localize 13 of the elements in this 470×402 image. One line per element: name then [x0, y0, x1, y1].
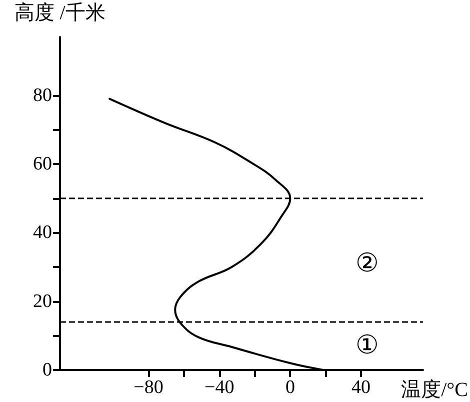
x-tick-label: 40 — [352, 377, 371, 398]
y-tick-label: 0 — [42, 360, 52, 380]
x-tick-label: 0 — [285, 377, 295, 398]
x-tick-label: −80 — [134, 377, 164, 398]
y-tick-label: 80 — [33, 84, 52, 106]
y-tick-label: 20 — [33, 290, 52, 312]
annotation: ① — [356, 330, 378, 360]
y-tick-label: 60 — [33, 154, 52, 175]
x-tick-label: −40 — [204, 377, 234, 398]
y-axis-title: 高度 /千米 — [14, 1, 106, 24]
x-axis-title: 温度/°C — [401, 379, 468, 401]
y-tick-label: 40 — [33, 222, 52, 244]
annotation: ② — [356, 248, 378, 278]
